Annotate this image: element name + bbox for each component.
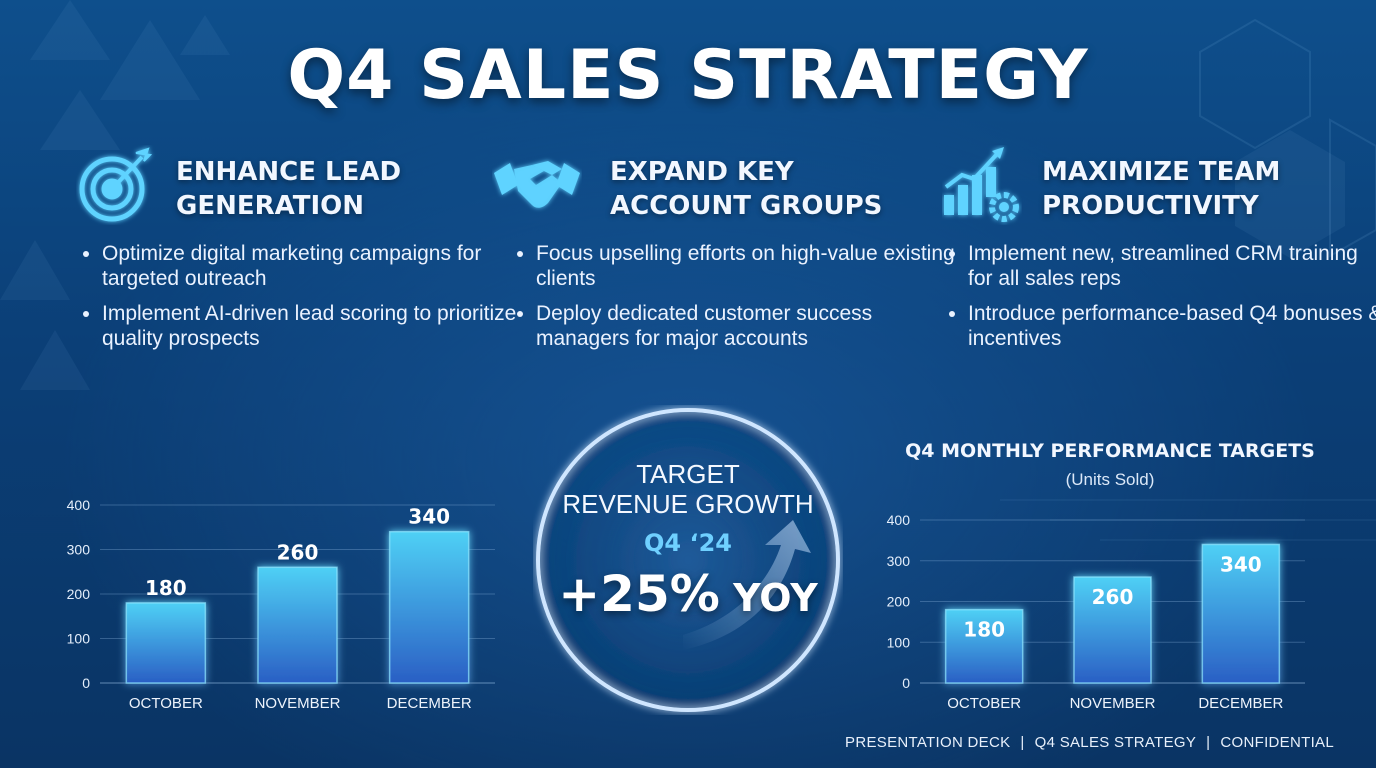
x-category-label: DECEMBER [1198,695,1283,712]
chart-title: Q4 MONTHLY PERFORMANCE TARGETS [905,440,1315,462]
list-item: Implement new, streamlined CRM training … [968,241,1376,291]
bar [944,608,1024,684]
y-tick-label: 0 [82,675,90,691]
target-period: Q4 ‘24 [644,529,732,557]
x-category-label: DECEMBER [387,695,472,712]
x-category-label: OCTOBER [947,695,1021,712]
x-category-label: OCTOBER [129,695,203,712]
column-heading: MAXIMIZE TEAM PRODUCTIVITY [1042,157,1281,221]
bar-value-label: 180 [145,576,187,600]
chart-subtitle: (Units Sold) [1065,470,1155,489]
bar [388,530,470,684]
y-tick-label: 200 [67,586,91,602]
bar [1201,543,1281,684]
bar [1073,576,1152,684]
list-item: Optimize digital marketing campaigns for… [102,241,522,291]
upward-arrow-icon [683,520,811,650]
footer-separator: | [1206,734,1211,751]
monthly-bar-chart-left: 0 100 200 300 400 180 OCTOBER 260 NOVEMBER 340 DEC… [67,497,495,712]
y-tick-label: 400 [887,512,911,528]
column-heading: EXPAND KEY ACCOUNT GROUPS [610,157,883,221]
list-item: Introduce performance-based Q4 bonuses &… [968,301,1376,351]
monthly-bar-chart-right: 0 100 200 300 400 180 OCTOBER 260 NOVEMBER 340 DEC… [887,512,1305,712]
bar-value-label: 260 [1092,585,1134,609]
y-tick-label: 100 [67,631,91,647]
bullet-list: Optimize digital marketing campaigns for… [76,241,522,361]
bar-value-label: 340 [1220,552,1262,576]
footer-item: PRESENTATION DECK [845,734,1011,751]
target-label: TARGET REVENUE GROWTH [562,459,814,519]
y-tick-label: 200 [887,594,911,610]
footer-item: Q4 SALES STRATEGY [1034,734,1197,751]
bar [125,602,207,684]
y-tick-label: 400 [67,497,91,513]
bar-value-label: 260 [277,540,319,564]
x-category-label: NOVEMBER [1070,695,1156,712]
list-item: Implement AI-driven lead scoring to prio… [102,301,522,351]
list-item: Deploy dedicated customer success manage… [536,301,956,351]
bar-value-label: 340 [408,505,450,529]
page-title: Q4 SALES STRATEGY [287,36,1089,115]
circle-ring [536,408,840,712]
footer-separator: | [1020,734,1025,751]
bar-value-label: 180 [963,618,1005,642]
target-value: +25% YOY [558,565,818,623]
y-tick-label: 0 [902,675,910,691]
target-growth-circle: TARGET REVENUE GROWTH Q4 ‘24 +25% YOY [533,405,843,715]
y-tick-label: 300 [887,553,911,569]
handshake-icon [494,161,580,208]
footer: PRESENTATION DECK | Q4 SALES STRATEGY | CONF… [845,734,1334,751]
column-heading: ENHANCE LEAD GENERATION [176,157,402,221]
list-item: Focus upselling efforts on high-value ex… [536,241,956,291]
x-category-label: NOVEMBER [255,695,341,712]
growth-chart-gear-icon [944,147,1019,222]
y-tick-label: 300 [67,542,91,558]
y-tick-label: 100 [887,634,911,650]
footer-item: CONFIDENTIAL [1220,734,1334,751]
target-icon [79,147,153,222]
bullet-list: Focus upselling efforts on high-value ex… [510,241,956,361]
bullet-list: Implement new, streamlined CRM training … [942,241,1376,361]
bar [257,566,338,684]
